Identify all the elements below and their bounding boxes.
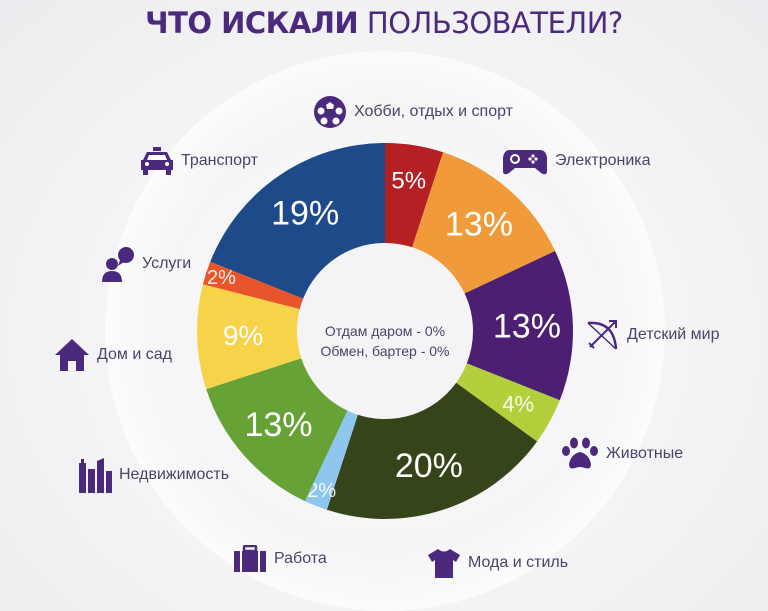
soccer-ball-icon xyxy=(314,96,346,128)
donut-slice xyxy=(210,143,385,299)
donut-slice xyxy=(304,410,358,510)
legend-label: Недвижимость xyxy=(119,466,230,483)
legend-services: Услуги xyxy=(101,246,191,282)
chart-title: ЧТО ИСКАЛИ ПОЛЬЗОВАТЕЛИ? xyxy=(0,6,768,40)
bow-arrow-icon xyxy=(587,320,618,350)
legend-electronics: Электроника xyxy=(502,146,651,176)
gamepad-icon xyxy=(503,150,547,175)
legend-realestate: Недвижимость xyxy=(78,457,229,493)
slice-label: 2% xyxy=(207,267,236,289)
donut-slice xyxy=(326,382,538,519)
paw-icon xyxy=(562,437,598,469)
slice-label: 9% xyxy=(223,320,263,351)
donut-slice xyxy=(206,358,348,502)
legend-label: Электроника xyxy=(555,152,651,169)
tshirt-icon xyxy=(428,549,460,578)
center-line-1: Отдам даром - 0% xyxy=(324,323,446,339)
taxi-icon xyxy=(141,147,173,175)
buildings-icon xyxy=(79,458,112,493)
house-icon xyxy=(55,339,89,371)
legend-label: Дом и сад xyxy=(97,346,172,363)
slice-label: 2% xyxy=(307,480,336,502)
legend-label: Животные xyxy=(606,445,684,462)
person-speech-icon xyxy=(102,247,134,282)
donut-hole xyxy=(297,243,473,419)
legend-label: Услуги xyxy=(142,255,192,272)
legend-transport: Транспорт xyxy=(140,146,258,176)
legend-label: Хобби, отдых и спорт xyxy=(354,103,513,120)
donut-slice xyxy=(412,152,556,294)
donut-slice xyxy=(456,363,560,442)
slice-label: 20% xyxy=(395,447,463,485)
slice-label: 13% xyxy=(244,406,312,444)
legend-fashion: Мода и стиль xyxy=(427,547,568,579)
legend-home: Дом и сад xyxy=(54,338,172,372)
donut-slice xyxy=(197,284,302,390)
legend-label: Транспорт xyxy=(181,152,258,169)
donut-slice xyxy=(385,143,444,248)
legend-label: Детский мир xyxy=(627,326,720,343)
slice-label: 13% xyxy=(493,308,561,346)
legend-work: Работа xyxy=(233,545,327,573)
title-bold: ЧТО ИСКАЛИ xyxy=(145,6,359,40)
donut-slice xyxy=(464,250,573,401)
legend-kids: Детский мир xyxy=(584,317,720,353)
center-line-2: Обмен, бартер - 0% xyxy=(320,343,450,359)
legend-hobby: Хобби, отдых и спорт xyxy=(313,95,513,129)
slice-label: 5% xyxy=(391,167,426,194)
slice-label: 13% xyxy=(445,205,513,243)
slice-label: 19% xyxy=(271,195,339,233)
briefcase-icon xyxy=(234,545,266,572)
center-annotation: Отдам даром - 0% Обмен, бартер - 0% xyxy=(295,321,475,361)
legend-label: Работа xyxy=(274,550,327,567)
slice-label: 4% xyxy=(502,392,534,417)
donut-slice xyxy=(202,261,304,310)
title-light: ПОЛЬЗОВАТЕЛИ? xyxy=(366,6,623,40)
legend-animals: Животные xyxy=(561,436,683,472)
legend-label: Мода и стиль xyxy=(468,554,569,571)
